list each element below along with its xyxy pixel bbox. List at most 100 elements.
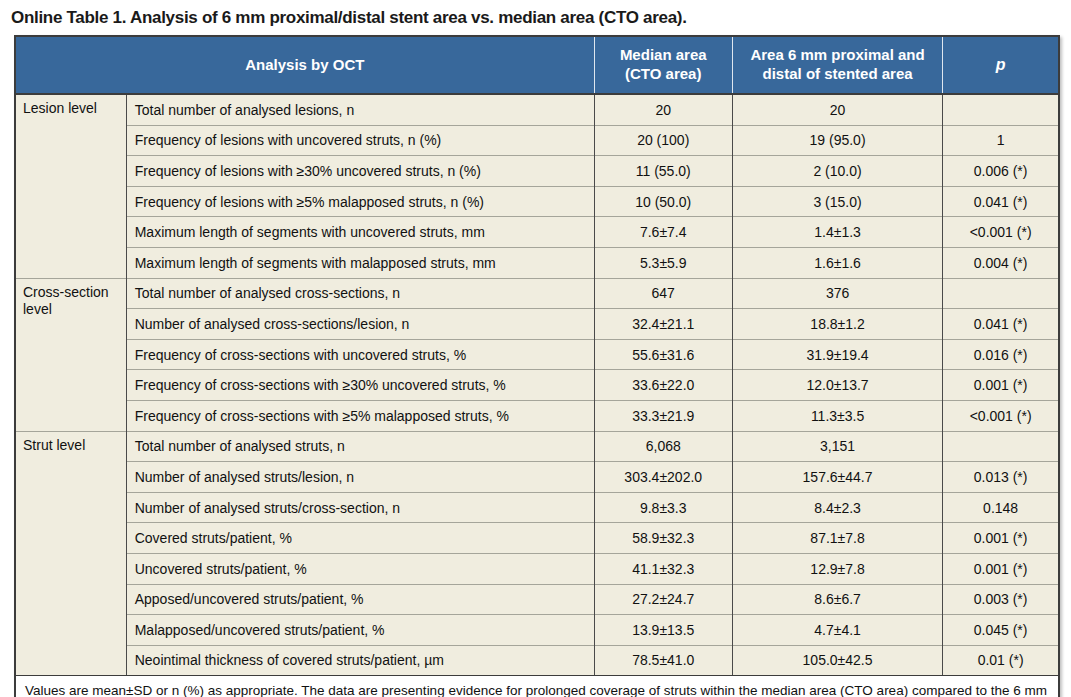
p-value: 0.003 (*) xyxy=(943,584,1058,615)
table-footnote: Values are mean±SD or n (%) as appropria… xyxy=(16,675,1058,697)
table-row: Maximum length of segments with uncovere… xyxy=(16,217,1058,248)
table-row: Frequency of lesions with ≥5% malapposed… xyxy=(16,186,1058,217)
table-row: Number of analysed struts/lesion, n303.4… xyxy=(16,462,1058,493)
area-6mm-value: 3 (15.0) xyxy=(732,186,942,217)
p-value: <0.001 (*) xyxy=(943,400,1058,431)
parameter-cell: Total number of analysed lesions, n xyxy=(126,94,594,125)
page: Online Table 1. Analysis of 6 mm proxima… xyxy=(0,0,1071,697)
p-value: 0.006 (*) xyxy=(943,156,1058,187)
median-area-value: 27.2±24.7 xyxy=(594,584,732,615)
median-area-value: 58.9±32.3 xyxy=(594,523,732,554)
p-value: 0.045 (*) xyxy=(943,615,1058,646)
analysis-table: Analysis by OCT Median area (CTO area) A… xyxy=(16,37,1058,675)
p-value: 0.01 (*) xyxy=(943,645,1058,675)
area-6mm-value: 4.7±4.1 xyxy=(732,615,942,646)
parameter-cell: Frequency of cross-sections with uncover… xyxy=(126,339,594,370)
area-6mm-value: 157.6±44.7 xyxy=(732,462,942,493)
area-6mm-value: 19 (95.0) xyxy=(732,125,942,156)
parameter-cell: Number of analysed struts/lesion, n xyxy=(126,462,594,493)
p-value: 0.041 (*) xyxy=(943,309,1058,340)
table-row: Number of analysed struts/cross-section,… xyxy=(16,492,1058,523)
parameter-cell: Total number of analysed struts, n xyxy=(126,431,594,462)
p-value: 0.016 (*) xyxy=(943,339,1058,370)
p-value: 1 xyxy=(943,125,1058,156)
median-area-value: 9.8±3.3 xyxy=(594,492,732,523)
table-row: Frequency of cross-sections with ≥30% un… xyxy=(16,370,1058,401)
median-area-value: 55.6±31.6 xyxy=(594,339,732,370)
p-value: <0.001 (*) xyxy=(943,217,1058,248)
table-row: Neointimal thickness of covered struts/p… xyxy=(16,645,1058,675)
median-area-value: 5.3±5.9 xyxy=(594,247,732,278)
table-row: Apposed/uncovered struts/patient, %27.2±… xyxy=(16,584,1058,615)
table-row: Number of analysed cross-sections/lesion… xyxy=(16,309,1058,340)
median-area-value: 13.9±13.5 xyxy=(594,615,732,646)
parameter-cell: Total number of analysed cross-sections,… xyxy=(126,278,594,309)
median-area-value: 32.4±21.1 xyxy=(594,309,732,340)
header-p-value: p xyxy=(943,37,1058,94)
parameter-cell: Frequency of lesions with ≥5% malapposed… xyxy=(126,186,594,217)
median-area-value: 33.3±21.9 xyxy=(594,400,732,431)
table-row: Strut levelTotal number of analysed stru… xyxy=(16,431,1058,462)
header-analysis-by-oct: Analysis by OCT xyxy=(16,37,594,94)
median-area-value: 41.1±32.3 xyxy=(594,553,732,584)
area-6mm-value: 20 xyxy=(732,94,942,125)
area-6mm-value: 12.9±7.8 xyxy=(732,553,942,584)
table-row: Maximum length of segments with malappos… xyxy=(16,247,1058,278)
group-label: Cross-section level xyxy=(16,278,126,431)
header-median-area: Median area (CTO area) xyxy=(594,37,732,94)
p-value: 0.148 xyxy=(943,492,1058,523)
p-value xyxy=(943,431,1058,462)
p-value: 0.001 (*) xyxy=(943,523,1058,554)
p-value: 0.041 (*) xyxy=(943,186,1058,217)
table-row: Cross-section levelTotal number of analy… xyxy=(16,278,1058,309)
area-6mm-value: 105.0±42.5 xyxy=(732,645,942,675)
median-area-value: 78.5±41.0 xyxy=(594,645,732,675)
area-6mm-value: 2 (10.0) xyxy=(732,156,942,187)
table-header: Analysis by OCT Median area (CTO area) A… xyxy=(16,37,1058,94)
median-area-value: 20 (100) xyxy=(594,125,732,156)
area-6mm-value: 31.9±19.4 xyxy=(732,339,942,370)
parameter-cell: Uncovered struts/patient, % xyxy=(126,553,594,584)
area-6mm-value: 87.1±7.8 xyxy=(732,523,942,554)
p-value: 0.013 (*) xyxy=(943,462,1058,493)
median-area-value: 6,068 xyxy=(594,431,732,462)
area-6mm-value: 3,151 xyxy=(732,431,942,462)
parameter-cell: Apposed/uncovered struts/patient, % xyxy=(126,584,594,615)
area-6mm-value: 1.6±1.6 xyxy=(732,247,942,278)
parameter-cell: Neointimal thickness of covered struts/p… xyxy=(126,645,594,675)
median-area-value: 11 (55.0) xyxy=(594,156,732,187)
p-value: 0.004 (*) xyxy=(943,247,1058,278)
parameter-cell: Frequency of cross-sections with ≥30% un… xyxy=(126,370,594,401)
table-row: Covered struts/patient, %58.9±32.387.1±7… xyxy=(16,523,1058,554)
parameter-cell: Number of analysed struts/cross-section,… xyxy=(126,492,594,523)
median-area-value: 7.6±7.4 xyxy=(594,217,732,248)
p-value: 0.001 (*) xyxy=(943,553,1058,584)
parameter-cell: Frequency of lesions with uncovered stru… xyxy=(126,125,594,156)
header-row: Analysis by OCT Median area (CTO area) A… xyxy=(16,37,1058,94)
table-row: Frequency of cross-sections with uncover… xyxy=(16,339,1058,370)
p-value: 0.001 (*) xyxy=(943,370,1058,401)
parameter-cell: Covered struts/patient, % xyxy=(126,523,594,554)
area-6mm-value: 376 xyxy=(732,278,942,309)
parameter-cell: Frequency of lesions with ≥30% uncovered… xyxy=(126,156,594,187)
area-6mm-value: 12.0±13.7 xyxy=(732,370,942,401)
online-table-1: Analysis by OCT Median area (CTO area) A… xyxy=(14,35,1060,697)
parameter-cell: Maximum length of segments with malappos… xyxy=(126,247,594,278)
median-area-value: 303.4±202.0 xyxy=(594,462,732,493)
header-area-6mm: Area 6 mm proximal and distal of stented… xyxy=(732,37,942,94)
median-area-value: 33.6±22.0 xyxy=(594,370,732,401)
parameter-cell: Number of analysed cross-sections/lesion… xyxy=(126,309,594,340)
table-row: Uncovered struts/patient, %41.1±32.312.9… xyxy=(16,553,1058,584)
table-body: Lesion levelTotal number of analysed les… xyxy=(16,94,1058,675)
table-title: Online Table 1. Analysis of 6 mm proxima… xyxy=(11,8,1057,28)
area-6mm-value: 18.8±1.2 xyxy=(732,309,942,340)
table-row: Malapposed/uncovered struts/patient, %13… xyxy=(16,615,1058,646)
median-area-value: 10 (50.0) xyxy=(594,186,732,217)
p-value xyxy=(943,278,1058,309)
parameter-cell: Maximum length of segments with uncovere… xyxy=(126,217,594,248)
area-6mm-value: 8.4±2.3 xyxy=(732,492,942,523)
group-label: Strut level xyxy=(16,431,126,675)
area-6mm-value: 11.3±3.5 xyxy=(732,400,942,431)
area-6mm-value: 1.4±1.3 xyxy=(732,217,942,248)
table-row: Frequency of cross-sections with ≥5% mal… xyxy=(16,400,1058,431)
